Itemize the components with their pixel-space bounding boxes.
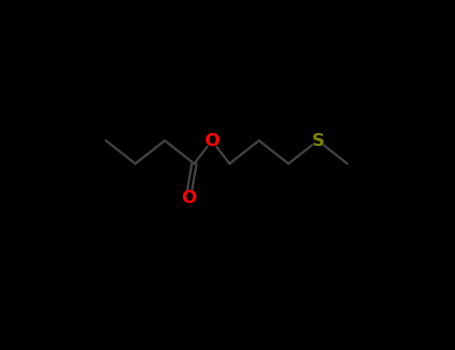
Text: S: S — [311, 132, 324, 149]
Text: O: O — [181, 189, 196, 207]
Text: O: O — [204, 132, 219, 149]
